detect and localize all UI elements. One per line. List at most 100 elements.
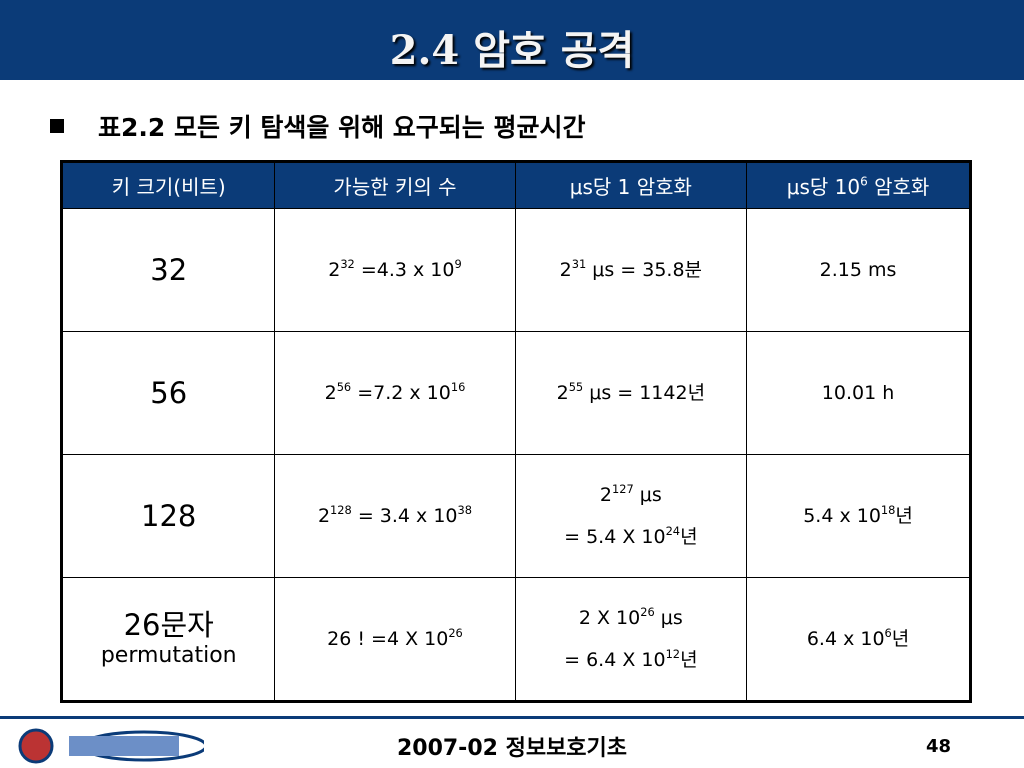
table-cell: 2128 = 3.4 x 1038 (274, 454, 516, 578)
superscript: 26 (640, 605, 655, 620)
cell-text: 2 (324, 382, 337, 404)
table-cell: 2 X 1026 μs = 6.4 X 1012년 (514, 577, 748, 702)
cell-text: 2 (328, 259, 341, 281)
cell-line: 128 (63, 499, 274, 533)
table-row: 26문자 permutation 26 ! =4 X 1026 2 X 1026 μs… (60, 577, 971, 702)
cell-text: μs당 1 암호화 (569, 175, 692, 199)
cell-line: 256 =7.2 x 1016 (275, 372, 514, 414)
cell-line: 10.01 h (747, 372, 969, 414)
cell-line: = 5.4 X 1024년 (516, 516, 747, 558)
header-cell: μs당 106 암호화 (746, 161, 971, 209)
cell-text: 6.4 x 10 (806, 628, 885, 650)
cell-line: 32 (63, 253, 274, 287)
cell-line: μs당 106 암호화 (747, 171, 969, 200)
cell-text: = 5.4 X 10 (564, 526, 666, 548)
superscript: 31 (571, 257, 587, 272)
cell-line: permutation (63, 642, 274, 670)
cell-line: 6.4 x 106년 (747, 618, 969, 660)
cell-text: = 6.4 X 10 (564, 649, 666, 671)
cell-line: 2127 μs (516, 474, 747, 516)
superscript: 127 (611, 482, 634, 497)
superscript: 55 (568, 380, 584, 395)
table-cell: 26문자 permutation (60, 577, 276, 702)
cell-line: 키 크기(비트) (63, 171, 274, 200)
cell-text: 26 ! =4 X 10 (327, 628, 449, 650)
table-row: 128 2128 = 3.4 x 1038 2127 μs = 5.4 X 1024년… (60, 454, 971, 578)
cell-line: 26 ! =4 X 1026 (275, 618, 514, 660)
bullet-marker (50, 119, 64, 133)
superscript: 16 (450, 380, 466, 395)
cell-text: μs (633, 484, 662, 506)
superscript: 38 (457, 503, 473, 518)
table: 키 크기(비트) 가능한 키의 수 μs당 1 암호화 μs당 106 암호화 32 23… (60, 160, 972, 703)
cell-text: 암호화 (867, 175, 930, 199)
table-cell: 231 μs = 35.8분 (514, 208, 748, 332)
cell-text: μs (654, 607, 683, 629)
cell-line: 26문자 (63, 608, 274, 642)
cell-line: = 6.4 X 1012년 (516, 639, 747, 681)
cell-line: 5.4 x 1018년 (747, 495, 969, 537)
table-cell: 232 =4.3 x 109 (274, 208, 516, 332)
cell-text: =4.3 x 10 (354, 259, 455, 281)
cell-line: 231 μs = 35.8분 (516, 249, 747, 291)
table-cell: 2.15 ms (746, 208, 971, 332)
cell-text: 2 X 10 (578, 607, 641, 629)
superscript: 32 (340, 257, 355, 272)
bullet-text: 표2.2 모든 키 탐색을 위해 요구되는 평균시간 (98, 113, 586, 142)
cell-text: 2 (599, 484, 612, 506)
cell-line: 2128 = 3.4 x 1038 (275, 495, 514, 537)
cell-line: 가능한 키의 수 (275, 171, 514, 200)
cell-text: 년 (891, 628, 910, 650)
cell-text: 년 (680, 649, 698, 671)
cell-text: 2 (556, 382, 569, 404)
superscript: 56 (336, 380, 352, 395)
superscript: 128 (330, 503, 352, 518)
superscript: 9 (454, 257, 462, 272)
cell-text: μs = 35.8분 (586, 259, 703, 281)
header-cell: 키 크기(비트) (60, 161, 276, 209)
bullet: 표2.2 모든 키 탐색을 위해 요구되는 평균시간 (50, 108, 586, 144)
table-cell: 26 ! =4 X 1026 (274, 577, 516, 702)
cell-text: 키 크기(비트) (111, 175, 226, 199)
cell-text: = 3.4 x 10 (351, 505, 458, 527)
table-row: 32 232 =4.3 x 109 231 μs = 35.8분 2.15 ms (60, 208, 971, 332)
table-cell: 32 (60, 208, 276, 332)
cell-line: 2.15 ms (747, 249, 969, 291)
cell-text: 2.15 ms (819, 259, 897, 281)
superscript: 24 (665, 524, 681, 539)
page-number: 48 (926, 736, 952, 757)
cell-text: 2 (317, 505, 331, 527)
table-row: 56 256 =7.2 x 1016 255 μs = 1142년 10.01 h (60, 331, 971, 455)
superscript: 26 (448, 626, 463, 641)
header-row: 키 크기(비트) 가능한 키의 수 μs당 1 암호화 μs당 106 암호화 (60, 161, 971, 209)
cell-line: 255 μs = 1142년 (516, 372, 747, 414)
cell-text: 2 (559, 259, 572, 281)
cell-text: 5.4 x 10 (803, 505, 881, 527)
cell-text: 32 (150, 253, 188, 287)
table-cell: 6.4 x 106년 (746, 577, 971, 702)
header-cell: μs당 1 암호화 (514, 161, 748, 209)
table-cell: 56 (60, 331, 276, 455)
cell-line: 56 (63, 376, 274, 410)
cell-text: 26문자 (123, 608, 214, 642)
superscript: 12 (665, 647, 681, 662)
table-cell: 10.01 h (746, 331, 971, 455)
cell-text: =7.2 x 10 (351, 382, 451, 404)
superscript: 6 (860, 174, 868, 189)
superscript: 6 (884, 626, 892, 641)
title-bar (0, 0, 1024, 80)
cell-text: permutation (100, 643, 237, 668)
cell-text: 가능한 키의 수 (333, 175, 457, 199)
cell-text: 년 (895, 505, 913, 527)
cell-text: 년 (680, 526, 698, 548)
cell-text: 10.01 h (821, 382, 895, 404)
cell-text: μs당 10 (786, 175, 861, 199)
cell-line: 232 =4.3 x 109 (275, 249, 514, 291)
footer-rule (0, 716, 1024, 719)
table-cell: 128 (60, 454, 276, 578)
cell-text: 128 (141, 499, 197, 533)
table-cell: 2127 μs = 5.4 X 1024년 (514, 454, 748, 578)
cell-text: 56 (150, 376, 188, 410)
table-cell: 256 =7.2 x 1016 (274, 331, 516, 455)
